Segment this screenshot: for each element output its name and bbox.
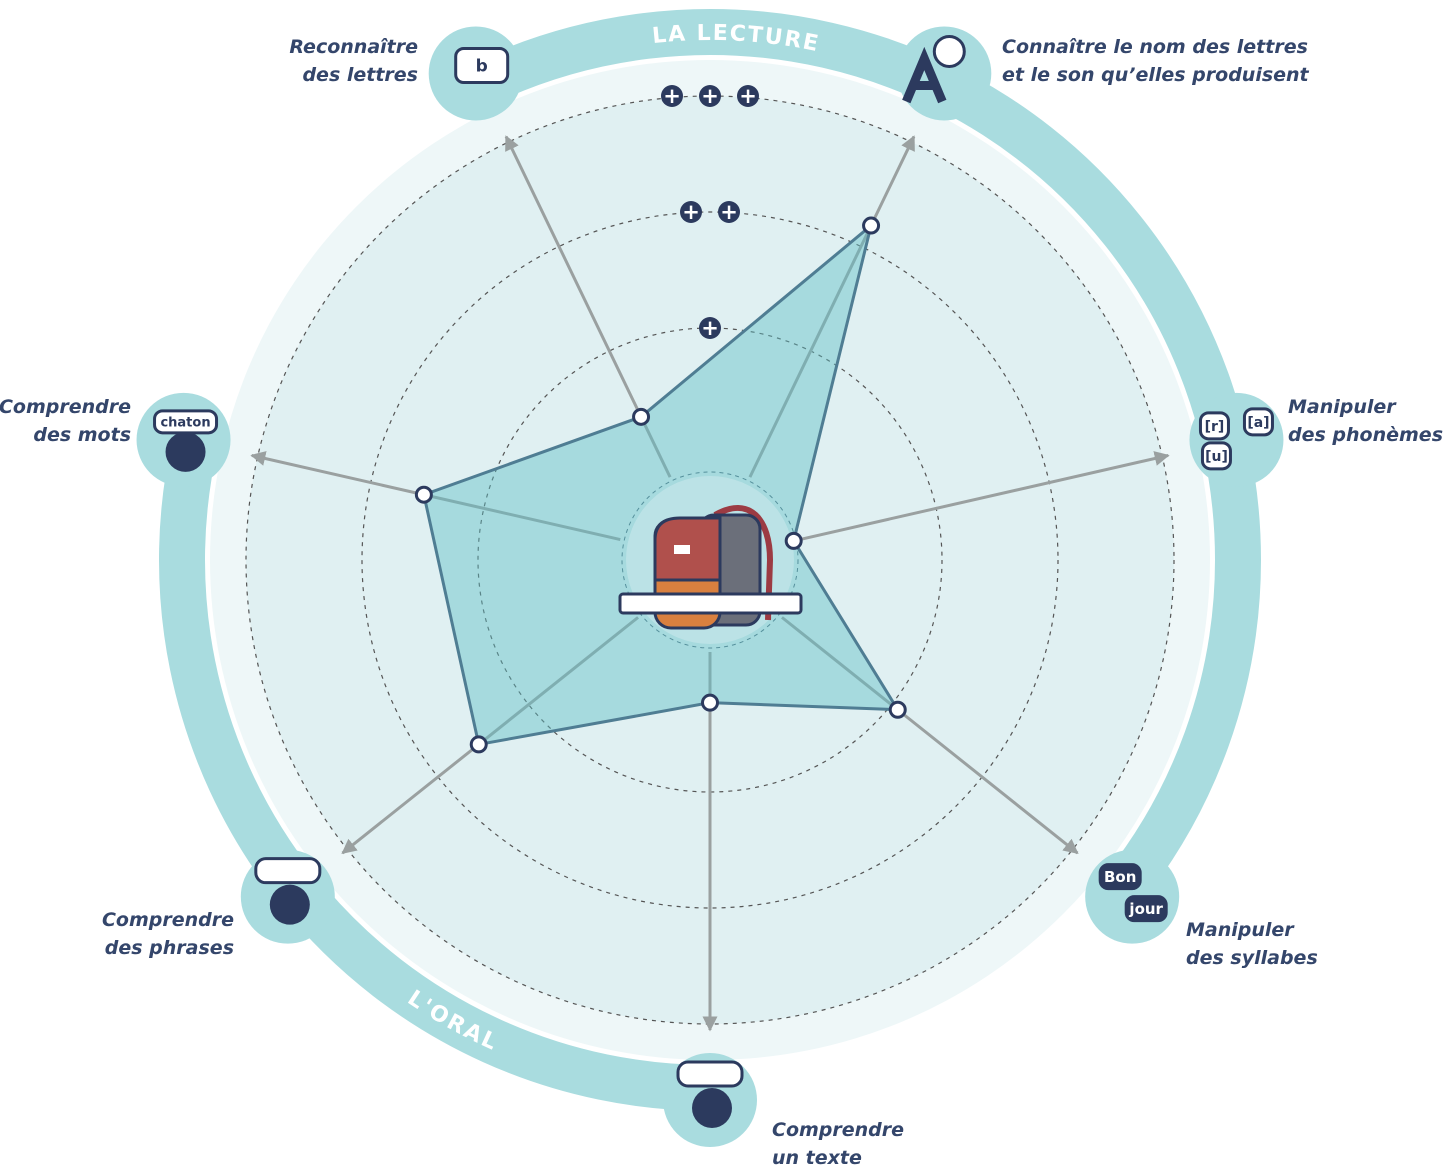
category-label: Comprendre des mots bbox=[0, 396, 131, 446]
data-point bbox=[414, 485, 433, 504]
icon-glyph bbox=[902, 46, 947, 104]
tick-badge bbox=[699, 317, 721, 339]
axis-arrow bbox=[748, 135, 916, 478]
category-label: Comprendre des phrases bbox=[101, 909, 234, 959]
icon-text: [r] bbox=[1205, 419, 1225, 435]
category-label: Connaître le nom des lettres et le son q… bbox=[1002, 36, 1309, 86]
radar-area bbox=[422, 221, 901, 747]
group-band bbox=[457, 9, 1261, 913]
tick-badge bbox=[699, 85, 721, 107]
data-point bbox=[469, 735, 488, 754]
tick-badge bbox=[737, 85, 759, 107]
axis-arrow bbox=[799, 451, 1170, 541]
tick-badge bbox=[680, 201, 702, 223]
icon-bubble bbox=[1098, 863, 1142, 891]
data-point bbox=[888, 700, 907, 719]
axis-arrow bbox=[780, 616, 1079, 855]
grid-ring bbox=[361, 211, 1059, 909]
axis-arrow bbox=[341, 616, 640, 855]
icon-bubble bbox=[454, 46, 510, 84]
icon-text: b bbox=[476, 57, 488, 77]
axis-arrow bbox=[250, 451, 621, 541]
icon-bubble bbox=[254, 857, 322, 885]
data-point bbox=[862, 216, 881, 235]
r-tick-label: +++ bbox=[663, 84, 757, 108]
icon-text: [a] bbox=[1247, 415, 1269, 431]
center-ring bbox=[621, 471, 799, 649]
icon-text: jour bbox=[1128, 900, 1163, 918]
data-point bbox=[701, 693, 719, 712]
category-label: Manipuler des syllabes bbox=[1186, 919, 1318, 969]
tick-badge bbox=[661, 85, 683, 107]
tick-badge bbox=[718, 201, 740, 223]
icon-glyph bbox=[932, 34, 966, 68]
backpack-strap bbox=[713, 505, 774, 621]
icon-head bbox=[165, 431, 206, 472]
icon-circle bbox=[1189, 392, 1284, 487]
icon-bubble bbox=[1200, 441, 1232, 471]
icon-bubble bbox=[1198, 411, 1230, 441]
data-point bbox=[632, 407, 651, 426]
center-label-box bbox=[618, 592, 803, 615]
icon-text: Bon bbox=[1104, 868, 1136, 886]
grid-ring bbox=[245, 95, 1175, 1025]
icon-bubble bbox=[1242, 407, 1274, 437]
icon-circle bbox=[897, 26, 992, 121]
icon-text: chaton bbox=[160, 416, 210, 431]
category-label: Reconnaître des lettres bbox=[289, 36, 418, 86]
icon-text: [u] bbox=[1205, 449, 1228, 465]
icon-head bbox=[269, 884, 310, 925]
data-point bbox=[784, 531, 803, 550]
icon-head bbox=[692, 1088, 732, 1128]
icon-bubble bbox=[676, 1060, 744, 1088]
icon-bubble bbox=[1124, 895, 1168, 923]
r-tick-label: + bbox=[701, 316, 719, 340]
backpack-tag bbox=[674, 545, 690, 554]
category-label: Manipuler des phonèmes bbox=[1288, 396, 1443, 446]
category-label: Comprendre un texte bbox=[772, 1119, 905, 1169]
